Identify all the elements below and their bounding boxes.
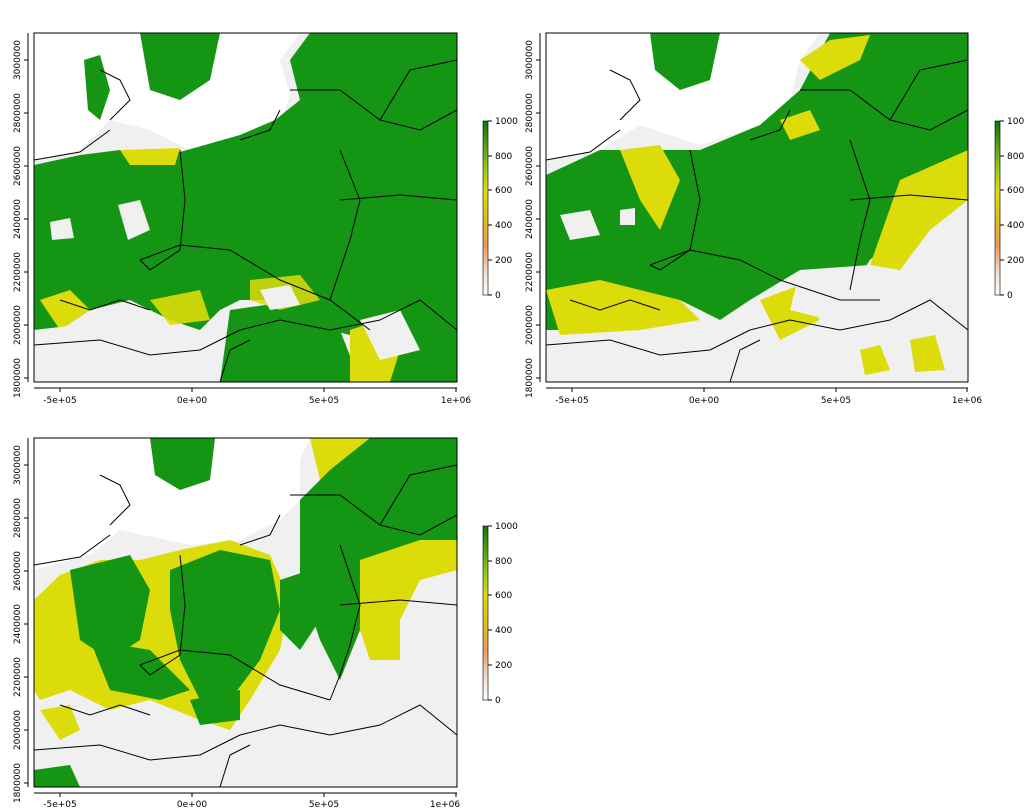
y-tick-label: 2200000 bbox=[525, 252, 535, 292]
legend-tick-label: 1000 bbox=[495, 522, 518, 532]
map-frame-3 bbox=[33, 437, 458, 788]
y-tick-label: 2200000 bbox=[13, 657, 23, 697]
x-tick-label: 5e+05 bbox=[309, 396, 339, 406]
x-tick-label: 1e+06 bbox=[441, 396, 472, 406]
y-axis-1: 1800000 2000000 2200000 2400000 2600000 … bbox=[13, 33, 29, 398]
map-raster-3 bbox=[34, 438, 457, 787]
y-tick-label: 1800000 bbox=[525, 358, 535, 398]
y-tick-label: 2600000 bbox=[13, 551, 23, 591]
y-tick-label: 1800000 bbox=[13, 763, 23, 803]
y-tick-label: 2800000 bbox=[525, 93, 535, 133]
x-axis-1: -5e+05 0e+00 5e+05 1e+06 bbox=[34, 387, 472, 406]
legend-tick-label: 400 bbox=[1007, 221, 1024, 231]
map-raster-1 bbox=[34, 33, 457, 382]
x-axis-2: -5e+05 0e+00 5e+05 1e+06 bbox=[546, 387, 983, 406]
legend-colorbar-1 bbox=[482, 120, 489, 296]
y-tick-label: 3000000 bbox=[525, 40, 535, 80]
map-raster-2 bbox=[546, 33, 968, 382]
legend-tick-label: 800 bbox=[495, 557, 512, 567]
y-tick-label: 1800000 bbox=[13, 358, 23, 398]
x-tick-label: 5e+05 bbox=[309, 800, 339, 810]
y-tick-label: 2000000 bbox=[525, 305, 535, 345]
y-axis-3: 1800000 2000000 2200000 2400000 2600000 … bbox=[13, 438, 29, 803]
legend-tick-label: 600 bbox=[1007, 186, 1024, 196]
x-tick-label: 1e+06 bbox=[952, 396, 983, 406]
x-tick-label: -5e+05 bbox=[43, 800, 77, 810]
legend-tick-label: 0 bbox=[1007, 291, 1013, 301]
legend-tick-label: 0 bbox=[495, 291, 501, 301]
y-tick-label: 2400000 bbox=[525, 199, 535, 239]
legend-tick-label: 400 bbox=[495, 221, 512, 231]
legend-tick-label: 600 bbox=[495, 591, 512, 601]
map-panel-1: -5e+05 0e+00 5e+05 1e+06 1800000 2000000… bbox=[13, 32, 518, 406]
legend-tick-label: 0 bbox=[495, 696, 501, 706]
y-tick-label: 2400000 bbox=[13, 604, 23, 644]
x-axis-3: -5e+05 0e+00 5e+05 1e+06 bbox=[34, 792, 461, 810]
x-tick-label: 1e+06 bbox=[430, 800, 461, 810]
x-tick-label: -5e+05 bbox=[43, 396, 77, 406]
x-tick-label: 0e+00 bbox=[177, 396, 208, 406]
x-tick-label: 0e+00 bbox=[689, 396, 720, 406]
map-panel-2: -5e+05 0e+00 5e+05 1e+06 1800000 2000000… bbox=[525, 32, 1024, 406]
x-tick-label: 5e+05 bbox=[821, 396, 851, 406]
map-panel-3: -5e+05 0e+00 5e+05 1e+06 1800000 2000000… bbox=[13, 437, 518, 810]
legend-3: 0 200 400 600 800 1000 bbox=[482, 522, 518, 706]
x-tick-label: 0e+00 bbox=[177, 800, 208, 810]
legend-tick-label: 800 bbox=[495, 152, 512, 162]
legend-1: 0 200 400 600 800 1000 bbox=[482, 117, 518, 301]
y-tick-label: 2400000 bbox=[13, 199, 23, 239]
legend-tick-label: 400 bbox=[495, 626, 512, 636]
y-tick-label: 2800000 bbox=[13, 93, 23, 133]
legend-tick-label: 200 bbox=[495, 661, 512, 671]
y-axis-2: 1800000 2000000 2200000 2400000 2600000 … bbox=[525, 33, 541, 398]
y-tick-label: 3000000 bbox=[13, 445, 23, 485]
legend-tick-label: 100 bbox=[1007, 117, 1024, 127]
y-tick-label: 2000000 bbox=[13, 710, 23, 750]
y-tick-label: 2000000 bbox=[13, 305, 23, 345]
y-tick-label: 2200000 bbox=[13, 252, 23, 292]
y-tick-label: 2600000 bbox=[525, 146, 535, 186]
legend-tick-label: 200 bbox=[1007, 256, 1024, 266]
map-frame-1 bbox=[33, 32, 458, 383]
legend-tick-label: 200 bbox=[495, 256, 512, 266]
legend-tick-label: 600 bbox=[495, 186, 512, 196]
legend-2: 0 200 400 600 800 100 bbox=[994, 117, 1024, 301]
legend-tick-label: 800 bbox=[1007, 152, 1024, 162]
legend-colorbar-2 bbox=[994, 120, 1001, 296]
y-tick-label: 3000000 bbox=[13, 40, 23, 80]
x-tick-label: -5e+05 bbox=[555, 396, 589, 406]
legend-colorbar-3 bbox=[482, 525, 489, 701]
legend-tick-label: 1000 bbox=[495, 117, 518, 127]
y-tick-label: 2800000 bbox=[13, 498, 23, 538]
y-tick-label: 2600000 bbox=[13, 146, 23, 186]
map-frame-2 bbox=[545, 32, 969, 383]
